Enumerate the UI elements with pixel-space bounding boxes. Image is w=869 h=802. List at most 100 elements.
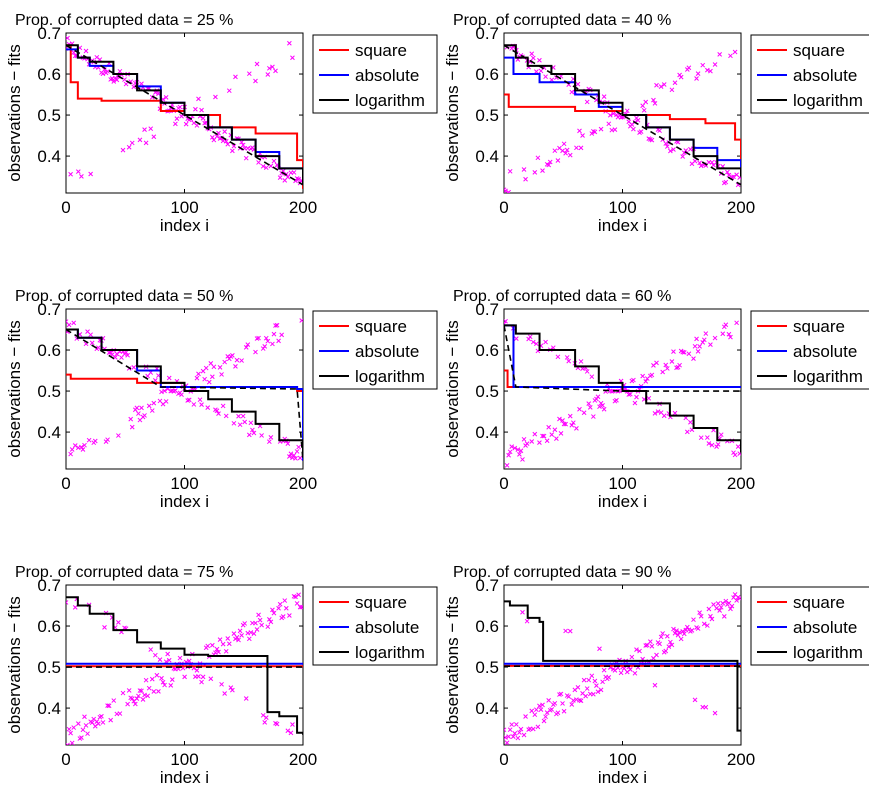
observation-marker [728, 606, 733, 612]
series-line-logarithm [504, 324, 741, 453]
observation-marker [515, 735, 521, 741]
observation-marker [646, 395, 652, 401]
observation-marker [199, 402, 204, 407]
observation-marker [69, 447, 75, 452]
observation-marker [287, 613, 292, 618]
observation-marker [683, 148, 689, 153]
observation-marker [524, 441, 530, 446]
observation-marker [219, 372, 224, 377]
observation-marker [709, 442, 715, 448]
observation-marker [277, 175, 283, 181]
observation-marker [146, 403, 152, 409]
legend-label-absolute: absolute [793, 618, 857, 637]
observation-marker [678, 636, 684, 642]
observation-marker [234, 634, 240, 640]
y-tick-label: 0.7 [37, 300, 61, 319]
x-axis-label: index i [598, 768, 647, 787]
observation-marker [590, 691, 596, 697]
observation-marker [263, 715, 269, 720]
x-axis-label: index i [160, 492, 209, 511]
legend: square absolute logarithm [312, 310, 438, 390]
x-axis-label: index i [160, 216, 209, 235]
observation-marker [290, 55, 295, 61]
observation-marker [547, 159, 553, 165]
observation-marker [723, 322, 729, 328]
observation-marker [717, 608, 723, 613]
observation-marker [288, 451, 294, 457]
observation-marker [672, 630, 678, 636]
observation-marker [120, 147, 126, 153]
chart-title: Prop. of corrupted data = 60 % [453, 288, 671, 305]
chart-title: Prop. of corrupted data = 25 % [15, 12, 233, 29]
observation-marker [106, 350, 112, 356]
observation-marker [504, 463, 510, 468]
observation-marker [236, 637, 241, 643]
observation-marker [649, 643, 655, 649]
observation-marker [700, 340, 706, 345]
observation-marker [627, 391, 633, 397]
observation-marker [146, 685, 152, 691]
observation-marker [276, 605, 281, 611]
observation-marker [137, 137, 143, 143]
observation-marker [273, 68, 278, 74]
observation-marker [216, 411, 221, 416]
observation-marker [675, 139, 681, 145]
observation-marker [262, 720, 268, 725]
observation-marker [151, 134, 157, 140]
observation-marker [92, 438, 98, 444]
observation-marker [533, 341, 539, 347]
observation-marker [94, 54, 100, 60]
observation-marker [652, 101, 658, 106]
observation-marker [671, 349, 676, 354]
observation-marker [557, 416, 562, 422]
observation-marker [208, 676, 214, 682]
observation-marker [726, 331, 732, 337]
plot-area [66, 318, 303, 461]
observation-marker [71, 320, 77, 326]
observation-marker [517, 452, 522, 457]
observation-marker [506, 189, 511, 193]
observation-marker [618, 670, 624, 676]
observation-marker [193, 106, 198, 112]
observation-marker [211, 364, 217, 370]
x-tick-label: 200 [727, 474, 755, 493]
series-line-logarithm [504, 44, 741, 177]
observation-marker [149, 408, 155, 413]
observation-marker [533, 707, 539, 713]
observation-marker [732, 452, 738, 458]
observation-marker [273, 323, 278, 328]
observation-marker [271, 610, 277, 616]
observation-marker [737, 175, 741, 180]
observation-marker [606, 674, 612, 680]
x-tick-label: 200 [727, 750, 755, 769]
observation-marker [222, 129, 228, 134]
observation-marker [654, 82, 659, 88]
observation-marker [196, 371, 201, 377]
observation-marker [507, 168, 513, 174]
observation-marker [132, 701, 138, 707]
observation-marker [230, 687, 235, 693]
observation-marker [296, 176, 301, 182]
observation-marker [88, 171, 94, 177]
observation-marker [671, 626, 676, 632]
observation-marker [297, 455, 303, 461]
observation-marker [680, 154, 686, 159]
observation-marker [689, 628, 695, 633]
observation-marker [529, 708, 535, 714]
observation-marker [237, 422, 243, 428]
observation-marker [634, 394, 639, 400]
observation-marker [125, 701, 130, 707]
y-tick-label: 0.5 [37, 658, 61, 677]
observation-marker [595, 394, 601, 400]
observation-marker [111, 698, 117, 703]
observation-marker [131, 365, 137, 370]
observation-marker [601, 667, 607, 673]
observation-marker [709, 616, 715, 622]
observation-marker [217, 365, 223, 370]
observation-marker [222, 691, 228, 696]
observation-marker [575, 685, 581, 690]
observation-marker [274, 322, 280, 328]
observation-marker [692, 158, 698, 164]
observation-marker [108, 717, 114, 723]
observation-marker [688, 419, 693, 425]
